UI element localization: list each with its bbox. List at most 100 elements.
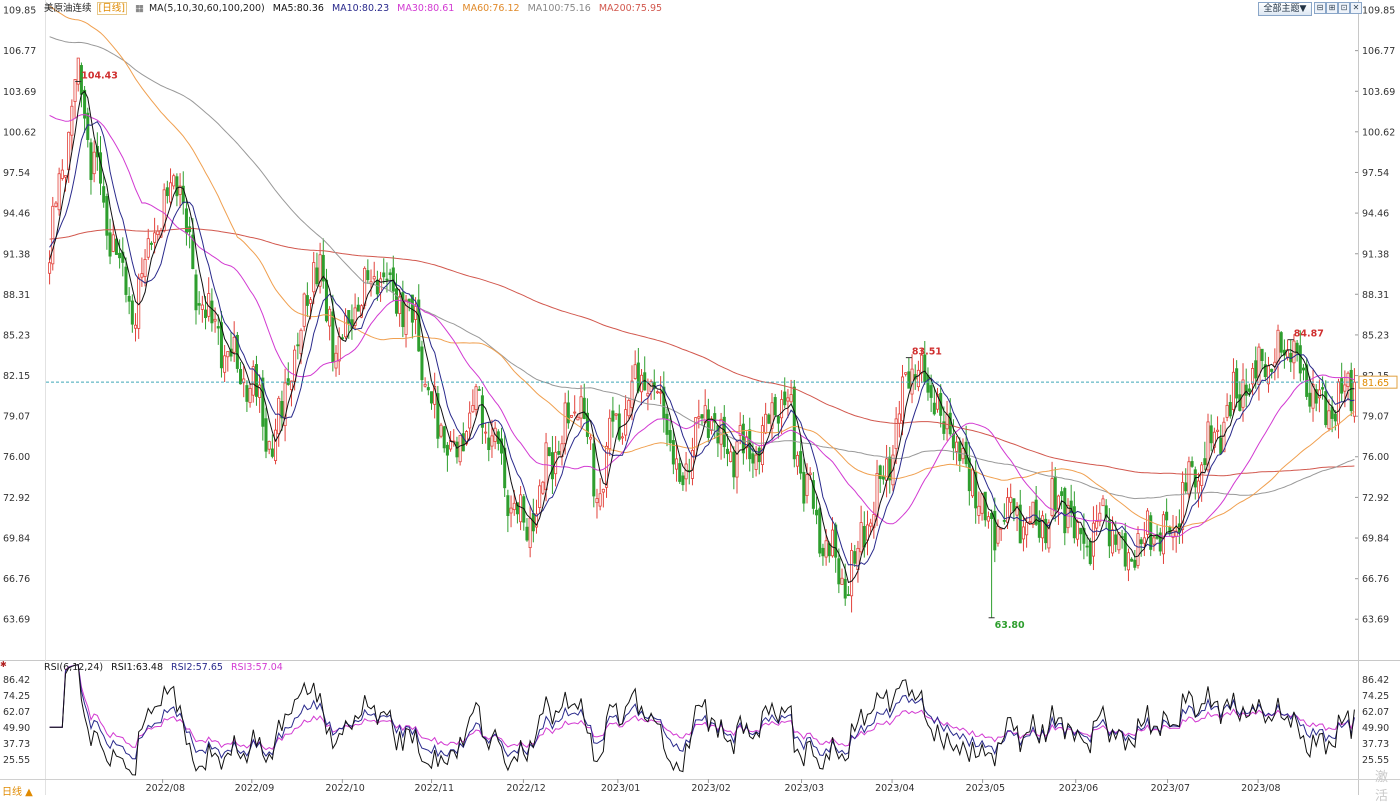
candle-body bbox=[1130, 558, 1134, 562]
expand-icon[interactable]: ⊞ bbox=[1326, 2, 1338, 14]
candle-body bbox=[512, 502, 516, 511]
candle-body bbox=[426, 387, 430, 391]
period-switch[interactable]: 日线 ▲ bbox=[2, 787, 33, 798]
price-tick-label-left: 106.77 bbox=[3, 46, 36, 57]
candle-body bbox=[671, 440, 675, 465]
candle-body bbox=[1165, 511, 1169, 521]
candle-body bbox=[477, 389, 481, 391]
candle-body bbox=[770, 402, 774, 429]
annotation-low: 63.80 bbox=[995, 620, 1025, 631]
price-tick-label-right: 88.31 bbox=[1362, 290, 1389, 301]
candle-body bbox=[461, 433, 465, 452]
candle-body bbox=[945, 414, 949, 430]
candle-body bbox=[1216, 429, 1220, 432]
candle-body bbox=[169, 182, 173, 203]
price-tick-label-left: 82.15 bbox=[3, 371, 30, 382]
candle-body bbox=[184, 208, 188, 234]
theme-dropdown-button[interactable]: 全部主题▼ bbox=[1258, 2, 1312, 16]
candle-body bbox=[57, 173, 61, 211]
maximize-icon[interactable]: ⊡ bbox=[1338, 2, 1350, 14]
candle-body bbox=[404, 299, 408, 335]
candle-body bbox=[394, 288, 398, 314]
candle-body bbox=[1088, 540, 1092, 565]
candle-body bbox=[659, 391, 663, 394]
price-tick-label-right: 97.54 bbox=[1362, 168, 1389, 179]
period-tag[interactable]: [日线] bbox=[96, 2, 127, 15]
candle-body bbox=[808, 472, 812, 476]
watermark: 激活 bbox=[1375, 770, 1389, 804]
candle-body bbox=[850, 550, 854, 597]
collapse-icon[interactable]: ⊟ bbox=[1314, 2, 1326, 14]
candle-body bbox=[261, 377, 265, 427]
candle-body bbox=[239, 368, 243, 385]
candle-body bbox=[1050, 478, 1054, 516]
candle-body bbox=[592, 443, 596, 497]
candle-body bbox=[417, 299, 421, 352]
candle-body bbox=[484, 431, 488, 434]
candle-body bbox=[725, 448, 729, 455]
candle-body bbox=[780, 399, 784, 419]
candle-body bbox=[563, 402, 567, 444]
candle-body bbox=[986, 516, 990, 522]
candle-body bbox=[1225, 404, 1229, 418]
candle-body bbox=[1085, 545, 1089, 548]
candle-body bbox=[270, 448, 274, 457]
candle-body bbox=[872, 514, 876, 529]
candle-body bbox=[589, 436, 593, 440]
candle-body bbox=[1263, 364, 1267, 378]
candle-body bbox=[700, 414, 704, 419]
price-tick-label-right: 66.76 bbox=[1362, 574, 1389, 585]
rsi-settings-icon[interactable]: ✱ bbox=[0, 660, 7, 669]
candle-body bbox=[331, 311, 335, 363]
candle-body bbox=[118, 252, 122, 259]
candle-body bbox=[751, 453, 755, 464]
candle-body bbox=[468, 412, 472, 429]
candle-body bbox=[990, 513, 994, 520]
candle-body bbox=[92, 151, 96, 175]
candle-body bbox=[267, 441, 271, 450]
candle-body bbox=[1044, 518, 1048, 544]
price-tick-label-right: 103.69 bbox=[1362, 87, 1395, 98]
candle-body bbox=[1142, 537, 1146, 544]
candle-body bbox=[830, 529, 834, 557]
candle-body bbox=[1047, 522, 1051, 549]
ma30-line bbox=[49, 114, 1355, 538]
candle-body bbox=[1053, 476, 1057, 512]
candle-body bbox=[105, 196, 109, 236]
candle-body bbox=[904, 372, 908, 375]
candle-body bbox=[328, 308, 332, 327]
candle-body bbox=[1181, 482, 1185, 530]
time-tick-label: 2023/01 bbox=[601, 783, 640, 794]
candle-body bbox=[321, 254, 325, 282]
candle-body bbox=[1276, 329, 1280, 365]
candle-body bbox=[1152, 537, 1156, 545]
candle-body bbox=[515, 502, 519, 515]
candle-body bbox=[627, 400, 631, 417]
candle-body bbox=[1244, 384, 1248, 396]
candle-body bbox=[312, 262, 316, 293]
candle-body bbox=[213, 318, 217, 322]
rsi-tick-label-right: 74.25 bbox=[1362, 691, 1389, 702]
close-icon[interactable]: ✕ bbox=[1350, 2, 1362, 14]
price-tick-label-left: 66.76 bbox=[3, 574, 30, 585]
candle-body bbox=[232, 336, 236, 353]
candle-body bbox=[455, 441, 459, 458]
candle-body bbox=[1317, 389, 1321, 399]
candle-body bbox=[1133, 559, 1137, 568]
candle-body bbox=[1079, 527, 1083, 535]
candle-body bbox=[620, 436, 624, 439]
candle-body bbox=[506, 495, 510, 517]
candle-body bbox=[983, 491, 987, 521]
candle-body bbox=[900, 376, 905, 422]
candle-body bbox=[1222, 421, 1226, 453]
candle-body bbox=[745, 436, 749, 449]
candle-body bbox=[251, 366, 255, 396]
candle-body bbox=[840, 577, 844, 585]
candle-body bbox=[1352, 381, 1356, 417]
time-tick-label: 2023/03 bbox=[785, 783, 824, 794]
price-tick-label-left: 100.62 bbox=[3, 127, 36, 138]
candle-body bbox=[741, 423, 745, 454]
candle-body bbox=[576, 416, 580, 421]
time-tick-label: 2022/09 bbox=[235, 783, 274, 794]
